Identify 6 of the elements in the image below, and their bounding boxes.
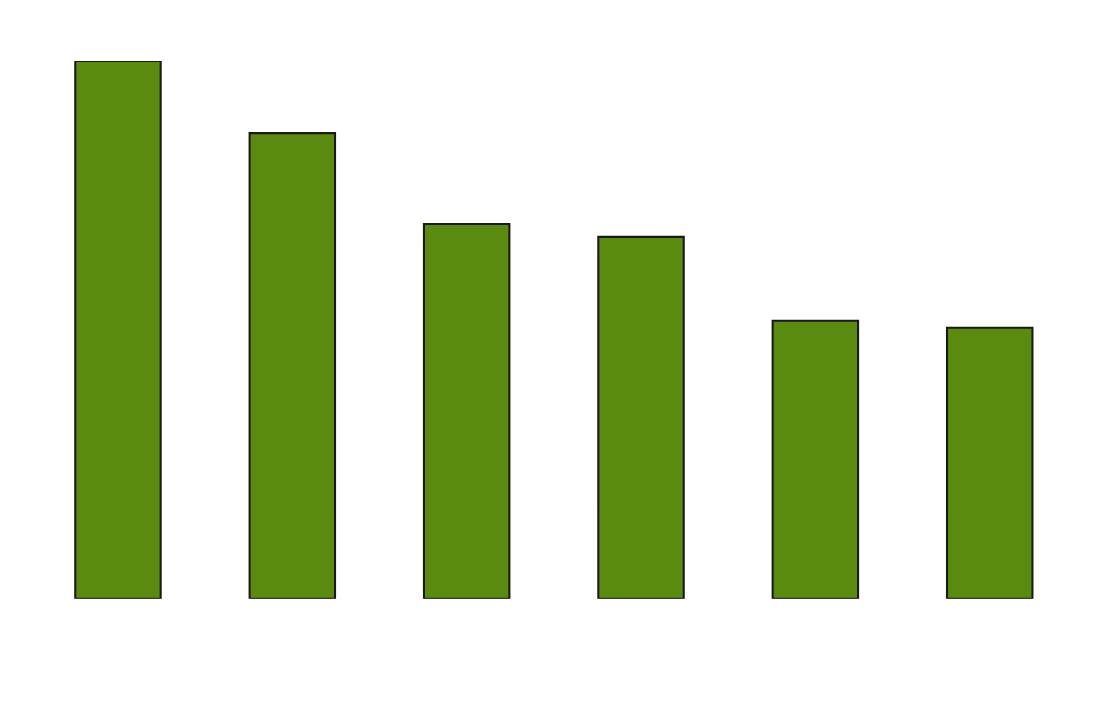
bar xyxy=(74,61,162,599)
bar xyxy=(248,132,337,599)
bar xyxy=(771,319,860,599)
bar xyxy=(597,235,685,599)
bar xyxy=(422,222,511,599)
bar xyxy=(945,326,1034,599)
